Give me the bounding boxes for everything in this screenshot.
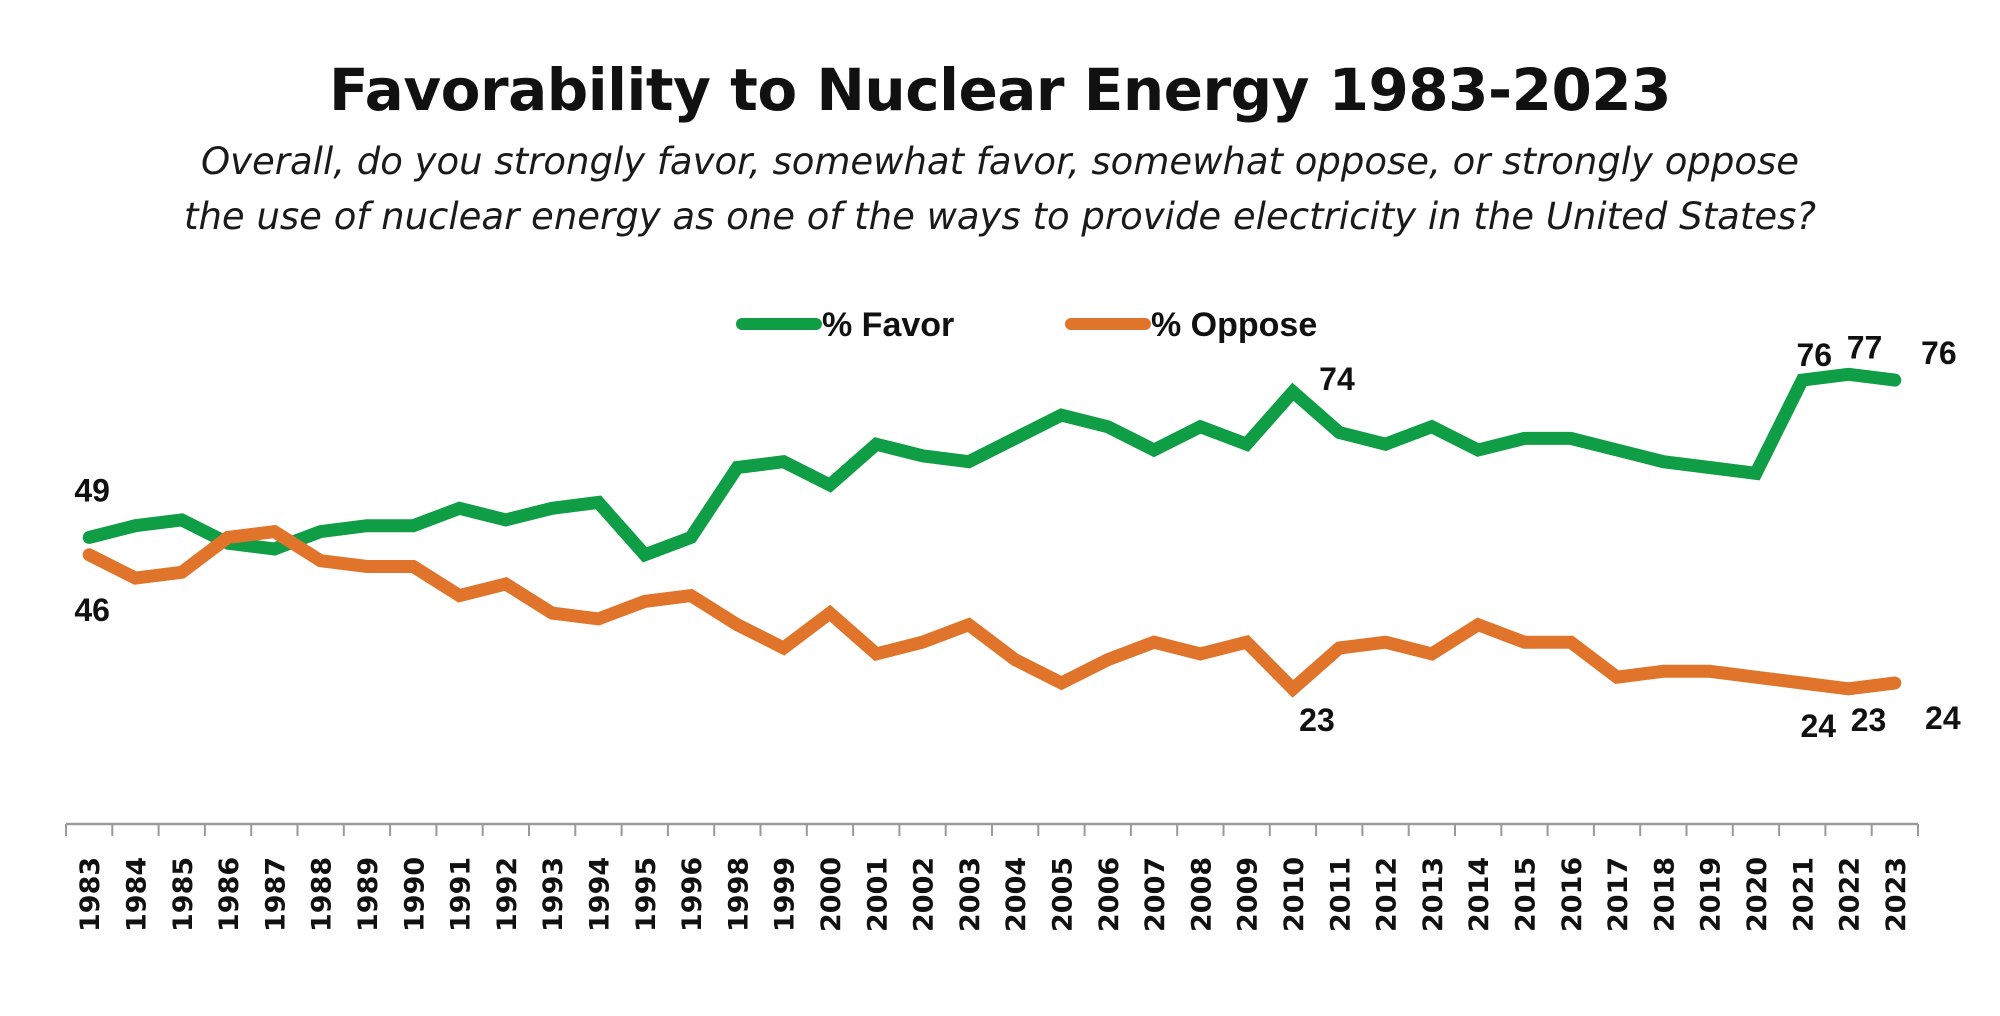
x-tick-label: 2023: [1881, 857, 1912, 932]
x-tick-label: 1990: [399, 857, 430, 932]
data-label: 77: [1847, 329, 1883, 365]
data-label: 24: [1925, 700, 1961, 736]
data-label: 23: [1299, 702, 1335, 738]
x-tick-label: 1995: [631, 857, 662, 932]
x-tick-label: 2010: [1279, 857, 1310, 932]
x-tick-label: 2015: [1510, 857, 1541, 932]
data-label: 46: [74, 592, 110, 628]
x-tick-label: 2008: [1186, 857, 1217, 932]
x-tick-label: 2009: [1233, 857, 1264, 932]
x-tick-label: 2014: [1464, 857, 1495, 932]
x-tick-label: 1986: [214, 857, 245, 932]
oppose-legend-label: % Oppose: [1151, 306, 1317, 344]
data-labels: 49 46 74 23 76 77 76 24 23 24: [74, 329, 1960, 744]
x-tick-label: 1998: [723, 857, 754, 932]
x-tick-label: 2011: [1325, 857, 1356, 932]
x-tick-label: 1985: [168, 857, 199, 932]
x-tick-label: 2003: [955, 857, 986, 932]
x-tick-label: 2017: [1603, 857, 1634, 932]
x-tick-label: 2020: [1742, 857, 1773, 932]
x-tick-label: 2002: [909, 857, 940, 932]
x-tick-label: 2005: [1047, 857, 1078, 932]
chart-subtitle-line-2: the use of nuclear energy as one of the …: [183, 195, 1817, 238]
x-tick-label: 1996: [677, 857, 708, 932]
x-axis: 1983 1984 1985 1986 1987 1988 1989 1990 1991 1992…: [65, 822, 1919, 932]
chart-subtitle-line-1: Overall, do you strongly favor, somewhat…: [201, 140, 1799, 183]
x-tick-label: 2013: [1418, 857, 1449, 932]
x-tick-label: 2001: [862, 857, 893, 932]
x-tick-label: 1988: [307, 857, 338, 932]
x-tick-label: 2016: [1557, 857, 1588, 932]
x-tick-label: 2007: [1140, 857, 1171, 932]
data-label: 23: [1851, 702, 1887, 738]
legend: % Favor % Oppose: [736, 306, 1317, 344]
x-tick-label: 1999: [770, 857, 801, 932]
x-tick-label: 2018: [1649, 857, 1680, 932]
chart-title: Favorability to Nuclear Energy 1983-2023: [328, 56, 1672, 124]
data-label: 76: [1796, 337, 1832, 373]
x-tick-label: 2022: [1835, 857, 1866, 932]
x-tick-label: 1987: [260, 857, 291, 932]
x-tick-label: 2004: [1001, 857, 1032, 932]
data-label: 76: [1921, 335, 1957, 371]
oppose-series-line: [82, 524, 1902, 698]
x-tick-label: 1984: [121, 857, 152, 932]
x-tick-label: 2000: [816, 857, 847, 932]
x-tick-label: 2006: [1094, 857, 1125, 932]
x-tick-label: 1991: [446, 857, 477, 932]
x-tick-label: 1994: [584, 857, 615, 932]
data-label: 24: [1800, 708, 1836, 744]
data-label: 74: [1319, 361, 1355, 397]
data-label: 49: [74, 472, 110, 508]
x-tick-label: 1983: [75, 857, 106, 932]
series-lines: [82, 367, 1902, 698]
x-tick-label: 1992: [492, 857, 523, 932]
x-tick-label: 1993: [538, 857, 569, 932]
x-tick-label: 1989: [353, 857, 384, 932]
x-tick-label: 2012: [1372, 857, 1403, 932]
favor-series-line: [82, 367, 1902, 563]
favor-legend-label: % Favor: [822, 306, 954, 344]
x-tick-label: 2021: [1788, 857, 1819, 932]
x-tick-label: 2019: [1696, 857, 1727, 932]
